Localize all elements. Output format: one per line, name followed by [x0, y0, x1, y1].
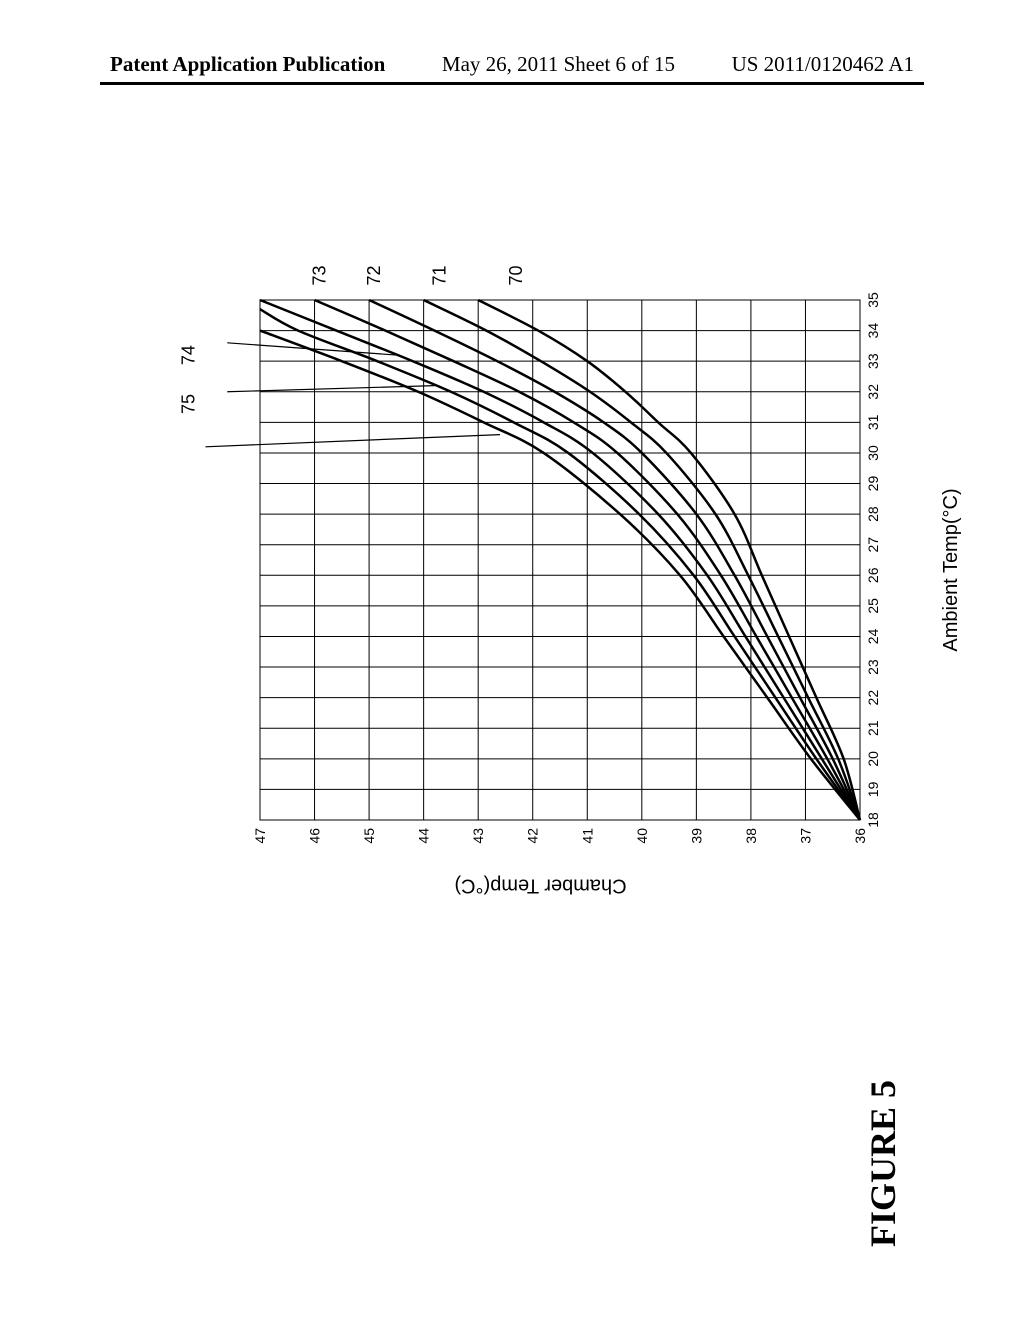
svg-text:38: 38	[743, 828, 759, 844]
svg-text:22: 22	[865, 690, 881, 706]
svg-text:24: 24	[865, 628, 881, 644]
svg-text:47: 47	[252, 828, 268, 844]
svg-text:72: 72	[364, 266, 384, 286]
svg-text:75: 75	[180, 394, 199, 414]
header-mid: May 26, 2011 Sheet 6 of 15	[442, 52, 675, 77]
svg-text:28: 28	[865, 506, 881, 522]
svg-text:44: 44	[416, 828, 432, 844]
svg-text:33: 33	[865, 353, 881, 369]
svg-text:36: 36	[852, 828, 868, 844]
svg-text:37: 37	[797, 828, 813, 844]
svg-text:45: 45	[361, 828, 377, 844]
header-left: Patent Application Publication	[110, 52, 385, 77]
svg-text:43: 43	[470, 828, 486, 844]
svg-text:73: 73	[309, 266, 329, 286]
x-axis-label: Ambient Temp(°C)	[940, 290, 963, 850]
svg-text:23: 23	[865, 659, 881, 675]
svg-text:70: 70	[506, 266, 526, 286]
patent-header: Patent Application Publication May 26, 2…	[0, 52, 1024, 77]
svg-text:31: 31	[865, 414, 881, 430]
svg-text:19: 19	[865, 781, 881, 797]
svg-text:35: 35	[865, 292, 881, 308]
svg-text:27: 27	[865, 537, 881, 553]
svg-text:41: 41	[579, 828, 595, 844]
chart-svg: 18 19 20 21 22 23 24 25 26 27 28 29 30 31 32 33 34 35 36 37…	[180, 240, 900, 850]
svg-text:20: 20	[865, 751, 881, 767]
svg-text:34: 34	[865, 323, 881, 339]
svg-text:74: 74	[180, 345, 199, 365]
svg-text:39: 39	[688, 828, 704, 844]
svg-text:30: 30	[865, 445, 881, 461]
svg-text:25: 25	[865, 598, 881, 614]
svg-text:26: 26	[865, 567, 881, 583]
svg-text:32: 32	[865, 384, 881, 400]
svg-text:42: 42	[525, 828, 541, 844]
svg-text:71: 71	[429, 266, 449, 286]
header-right: US 2011/0120462 A1	[732, 52, 914, 77]
header-rule	[100, 82, 924, 85]
figure-caption: FIGURE 5	[862, 1080, 904, 1247]
svg-text:21: 21	[865, 720, 881, 736]
y-axis-label: Chamber Temp(°C)	[180, 870, 900, 900]
svg-text:46: 46	[307, 828, 323, 844]
svg-text:18: 18	[865, 812, 881, 828]
svg-text:40: 40	[634, 828, 650, 844]
y-axis-label-text: Chamber Temp(°C)	[454, 874, 626, 897]
svg-text:29: 29	[865, 476, 881, 492]
chart-container: 18 19 20 21 22 23 24 25 26 27 28 29 30 31 32 33 34 35 36 37…	[180, 290, 960, 850]
